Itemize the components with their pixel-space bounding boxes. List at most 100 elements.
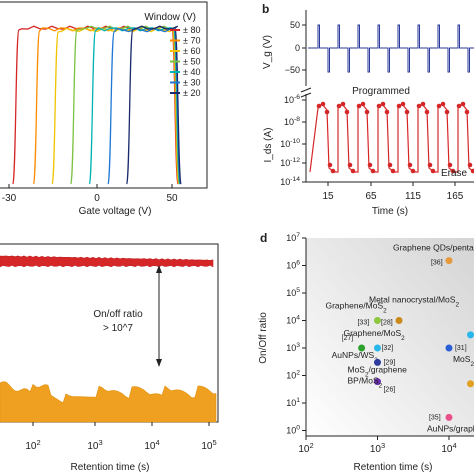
y-tick-label: 102 bbox=[286, 370, 300, 381]
current-marker bbox=[410, 168, 416, 174]
panel-b-axis-break bbox=[300, 87, 312, 98]
legend-label: ± 80 bbox=[183, 25, 200, 35]
x-tick-label: 105 bbox=[201, 438, 216, 452]
panel-d-xlabel: Retention time (s) bbox=[354, 462, 433, 473]
x-tick-label: 50 bbox=[166, 193, 178, 204]
panel-c-arrowhead-up bbox=[156, 265, 162, 273]
current-marker bbox=[340, 101, 346, 107]
point-ref: [28] bbox=[381, 320, 393, 327]
panel-d-ylabel: On/Off ratio bbox=[258, 312, 269, 364]
current-marker bbox=[456, 103, 462, 109]
current-marker bbox=[364, 109, 370, 115]
x-tick-label: 15 bbox=[322, 191, 334, 202]
current-marker bbox=[376, 103, 382, 109]
panel-b-erased-label: Erase bbox=[441, 168, 468, 179]
data-point bbox=[395, 317, 403, 324]
current-marker bbox=[390, 168, 396, 174]
panel-a-xticks: -30 0 50 bbox=[2, 184, 178, 204]
y-tick-label: 105 bbox=[286, 287, 300, 298]
hysteresis-curve bbox=[70, 25, 181, 185]
y-tick-label: 103 bbox=[286, 342, 300, 353]
data-point bbox=[373, 358, 381, 366]
current-marker bbox=[320, 101, 326, 107]
current-marker bbox=[420, 101, 426, 107]
current-marker bbox=[436, 103, 442, 109]
legend-label: ± 60 bbox=[183, 46, 200, 56]
current-marker bbox=[416, 103, 422, 109]
current-marker bbox=[460, 101, 466, 107]
current-marker bbox=[367, 162, 373, 168]
current-marker bbox=[350, 168, 356, 174]
current-marker bbox=[347, 162, 353, 168]
data-point bbox=[466, 331, 474, 339]
data-point bbox=[466, 380, 474, 388]
current-marker bbox=[324, 109, 330, 115]
current-marker bbox=[336, 103, 342, 109]
x-tick-label: 104 bbox=[441, 441, 456, 455]
point-ref: [29] bbox=[383, 359, 395, 366]
current-marker bbox=[344, 109, 350, 115]
hysteresis-curve bbox=[88, 27, 181, 185]
point-ref: [33] bbox=[357, 320, 369, 327]
panel-b-current-markers bbox=[316, 101, 474, 174]
current-marker bbox=[360, 101, 366, 107]
panel-b-top-ylabel: V_g (V) bbox=[262, 35, 273, 69]
point-ref: [31] bbox=[455, 345, 467, 352]
data-point bbox=[445, 257, 453, 265]
panel-d-background bbox=[306, 238, 474, 436]
data-point bbox=[358, 344, 366, 352]
y-tick-label: 101 bbox=[286, 397, 300, 408]
y-tick-label: 104 bbox=[286, 315, 300, 326]
panel-b-letter: b bbox=[262, 2, 269, 16]
x-tick-label: 103 bbox=[370, 441, 385, 455]
panel-d-xticks: 102 103 104 bbox=[298, 436, 457, 455]
panel-c-annotation-line1: On/off ratio bbox=[93, 309, 143, 320]
current-marker bbox=[356, 103, 362, 109]
y-tick-label: 10-10 bbox=[280, 138, 300, 149]
point-ref: [35] bbox=[429, 414, 441, 421]
current-marker bbox=[330, 168, 336, 174]
data-point bbox=[445, 344, 453, 352]
panel-c-xlabel: Retention time (s) bbox=[71, 462, 150, 473]
current-marker bbox=[424, 109, 430, 115]
current-marker bbox=[447, 162, 453, 168]
panel-b-xticks: 15 65 115 165 bbox=[322, 182, 464, 202]
panel-b-xlabel: Time (s) bbox=[372, 206, 408, 217]
panel-c-off-band bbox=[0, 381, 217, 423]
panel-c: On/off ratio > 10^7 102 103 104 105 Retenti… bbox=[0, 243, 219, 473]
current-marker bbox=[400, 101, 406, 107]
panel-b-bottom-yticks: 10-6 10-8 10-10 10-12 10-14 bbox=[280, 94, 306, 187]
panel-b-programmed-label: Programmed bbox=[352, 86, 410, 97]
x-tick-label: 103 bbox=[87, 438, 102, 452]
point-ref: [26] bbox=[383, 387, 395, 394]
panel-d-yticks: 107 106 105 104 103 102 101 100 bbox=[286, 232, 306, 436]
panel-b-top-yticks: 50 0 −50 bbox=[285, 20, 306, 75]
point-label: Graphene QDs/pentacene bbox=[393, 243, 474, 253]
y-tick-label: 10-14 bbox=[280, 176, 300, 187]
panel-b: b 50 0 −50 V_g (V) 10-6 10-8 10-10 10-12 10-14… bbox=[262, 2, 474, 217]
x-tick-label: 65 bbox=[365, 191, 377, 202]
panel-c-xticks: 102 103 104 105 bbox=[25, 422, 217, 452]
panel-c-on-band bbox=[0, 255, 214, 268]
panel-a-frame bbox=[0, 1, 208, 189]
data-point bbox=[445, 413, 453, 421]
current-marker bbox=[440, 101, 446, 107]
current-marker bbox=[396, 103, 402, 109]
hysteresis-curve bbox=[107, 27, 182, 185]
x-tick-label: 104 bbox=[144, 438, 159, 452]
point-ref: [36] bbox=[431, 260, 443, 267]
x-tick-label: -30 bbox=[2, 193, 17, 204]
x-tick-label: 115 bbox=[405, 191, 421, 202]
point-label: AuNPs/graphene bbox=[427, 423, 474, 433]
legend-label: ± 30 bbox=[183, 78, 200, 88]
x-tick-label: 165 bbox=[447, 191, 464, 202]
legend-label: ± 50 bbox=[183, 57, 200, 67]
panel-a-legend: Window (V) ± 80± 70± 60± 50± 40± 30± 20 bbox=[144, 12, 200, 98]
current-marker bbox=[370, 168, 376, 174]
current-marker bbox=[404, 109, 410, 115]
y-tick-label: 107 bbox=[286, 232, 300, 243]
panel-a-legend-title: Window (V) bbox=[144, 12, 196, 23]
y-tick-label: 10-6 bbox=[284, 94, 300, 105]
panel-b-bottom-ylabel: I_ds (A) bbox=[263, 127, 274, 162]
